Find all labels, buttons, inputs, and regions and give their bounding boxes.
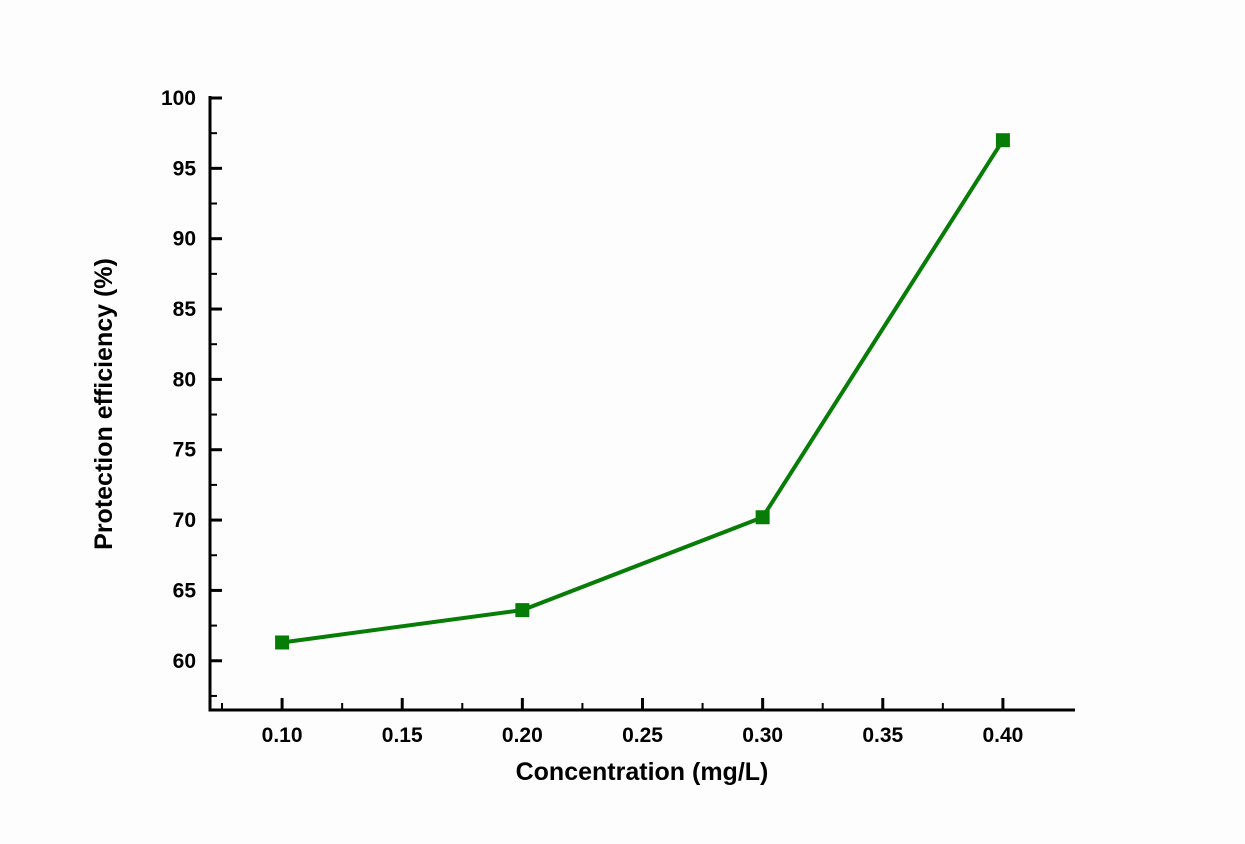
y-tick-label: 65 bbox=[173, 579, 197, 602]
data-series-line bbox=[280, 138, 1005, 645]
y-tick-label: 90 bbox=[173, 228, 196, 251]
x-tick-label: 0.20 bbox=[502, 724, 543, 747]
y-tick-label: 85 bbox=[173, 298, 197, 321]
y-tick-label: 80 bbox=[173, 368, 196, 391]
y-tick-label: 70 bbox=[173, 509, 196, 532]
x-tick-label: 0.35 bbox=[862, 724, 903, 747]
x-tick-label: 0.15 bbox=[382, 724, 423, 747]
x-tick-label: 0.10 bbox=[262, 724, 303, 747]
data-point-marker bbox=[755, 510, 770, 525]
y-tick-label: 60 bbox=[173, 650, 196, 673]
x-axis-title: Concentration (mg/L) bbox=[516, 758, 769, 786]
x-tick-label: 0.25 bbox=[622, 724, 663, 747]
y-tick-label: 95 bbox=[173, 157, 197, 180]
data-point-marker bbox=[275, 635, 290, 650]
data-point-marker bbox=[515, 603, 530, 618]
y-tick-label: 75 bbox=[173, 439, 197, 462]
x-tick-label: 0.30 bbox=[742, 724, 783, 747]
data-point-marker bbox=[995, 133, 1010, 148]
y-tick-label: 100 bbox=[161, 87, 196, 110]
x-tick-label: 0.40 bbox=[982, 724, 1023, 747]
y-axis-title: Protection efficiency (%) bbox=[90, 258, 118, 550]
